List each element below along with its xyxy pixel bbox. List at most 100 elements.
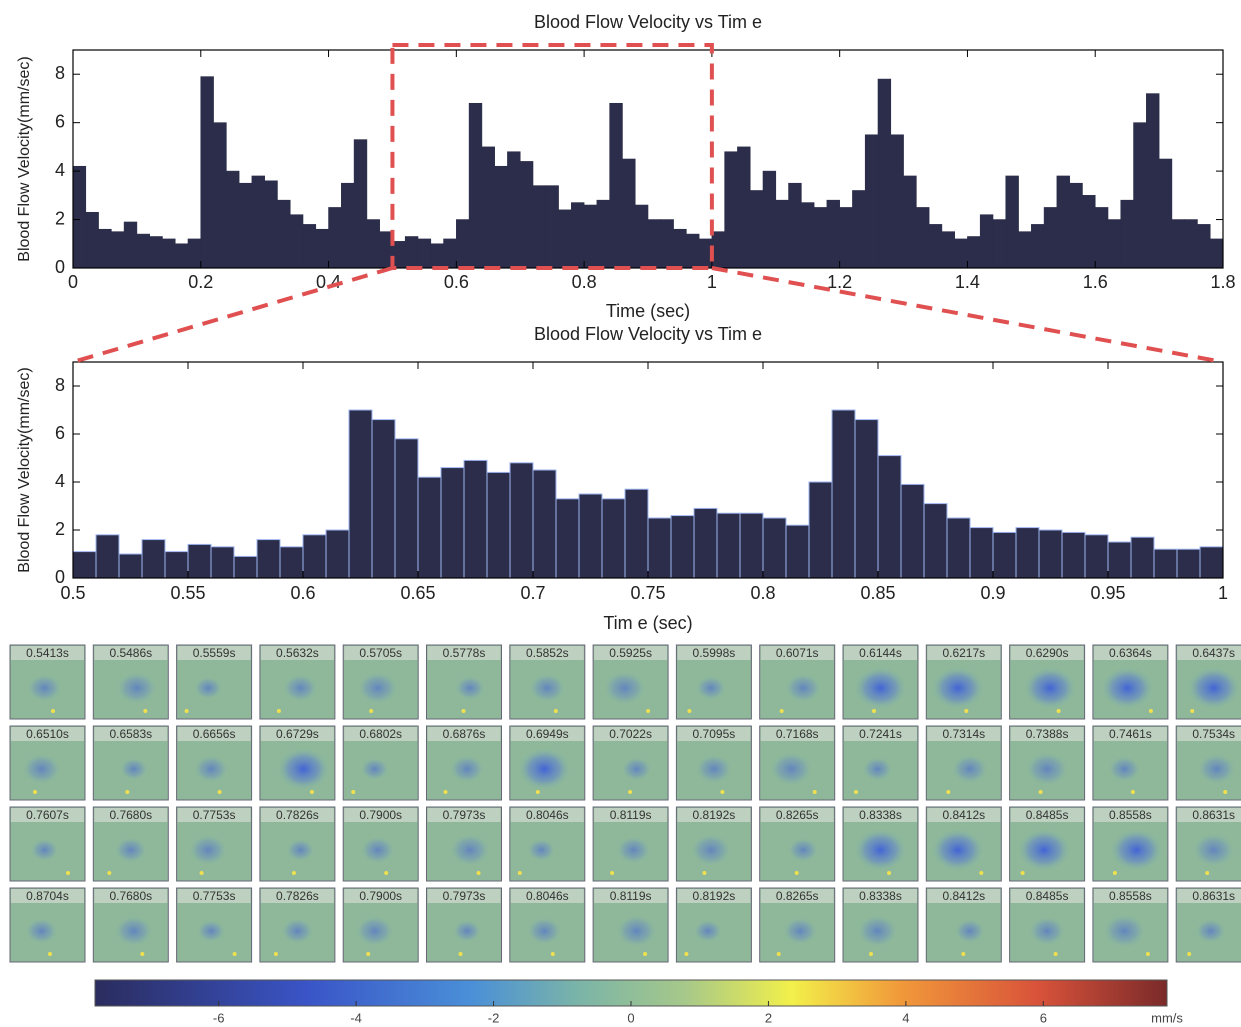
frame-speck xyxy=(518,871,522,875)
frame-tile: 0.5632s xyxy=(260,645,335,719)
frame-blob xyxy=(1018,829,1070,871)
bar xyxy=(584,205,597,268)
bar xyxy=(832,410,855,578)
bar xyxy=(740,513,763,578)
frame-speck xyxy=(551,952,555,956)
frame-tile: 0.7388s xyxy=(1010,726,1085,800)
y-tick-label: 0 xyxy=(55,257,65,277)
frame-tile: 0.7826s xyxy=(260,888,335,962)
frame-speck xyxy=(536,790,540,794)
frame-tile: 0.7168s xyxy=(760,726,835,800)
bar xyxy=(303,535,326,578)
frame-label: 0.7900s xyxy=(359,889,402,903)
frame-blob xyxy=(1193,833,1235,867)
bar xyxy=(510,463,533,578)
bar xyxy=(625,489,648,578)
frame-label: 0.8192s xyxy=(693,808,736,822)
frame-tile: 0.8046s xyxy=(510,888,585,962)
frame-blob xyxy=(453,920,481,942)
frame-tile: 0.8558s xyxy=(1093,807,1168,881)
frame-label: 0.6437s xyxy=(1192,646,1235,660)
bar xyxy=(73,552,96,578)
frame-tile: 0.7607s xyxy=(10,807,85,881)
colorbar-tick-label: 4 xyxy=(902,1010,909,1025)
bar xyxy=(1019,232,1032,268)
frame-blob xyxy=(696,755,732,784)
frame-tile: 0.7973s xyxy=(427,888,502,962)
bar xyxy=(904,176,917,268)
frame-blob xyxy=(31,839,59,861)
bar xyxy=(763,171,776,268)
frame-blob xyxy=(788,838,818,862)
bar xyxy=(967,237,980,268)
bar xyxy=(571,203,584,268)
frame-blob xyxy=(283,674,317,701)
bar xyxy=(891,135,904,268)
frame-blob xyxy=(527,917,561,944)
bar xyxy=(226,171,239,268)
frame-label: 0.7753s xyxy=(193,808,236,822)
frame-speck xyxy=(964,709,968,713)
frame-label: 0.5852s xyxy=(526,646,569,660)
frame-blob xyxy=(450,755,484,782)
bar xyxy=(165,552,188,578)
frame-tile: 0.8631s xyxy=(1176,888,1241,962)
bar xyxy=(993,532,1016,578)
bar xyxy=(444,239,457,268)
frame-speck xyxy=(687,709,691,713)
x-tick-label: 0.85 xyxy=(860,583,895,603)
x-tick-label: 0 xyxy=(68,272,78,292)
frame-blob xyxy=(361,836,395,863)
bar xyxy=(970,528,993,578)
frame-label: 0.8558s xyxy=(1109,808,1152,822)
bar xyxy=(648,518,671,578)
frame-tile: 0.8704s xyxy=(10,888,85,962)
frame-label: 0.5413s xyxy=(26,646,69,660)
frame-blob xyxy=(622,757,652,781)
bar xyxy=(1131,537,1154,578)
frame-blob xyxy=(117,672,157,704)
frame-tile: 0.8119s xyxy=(593,807,668,881)
bar xyxy=(96,535,119,578)
bar xyxy=(648,220,661,268)
bar xyxy=(1154,549,1177,578)
bar xyxy=(686,234,699,268)
frame-label: 0.7607s xyxy=(26,808,69,822)
bar xyxy=(1070,183,1083,268)
frame-blob xyxy=(617,836,651,863)
bar xyxy=(1146,94,1159,268)
y-tick-label: 4 xyxy=(55,471,65,491)
y-tick-label: 4 xyxy=(55,160,65,180)
bar xyxy=(993,220,1006,268)
frame-blob xyxy=(197,920,225,942)
frame-label: 0.5705s xyxy=(359,646,402,660)
bar xyxy=(786,525,809,578)
frame-speck xyxy=(1057,709,1061,713)
frame-blob xyxy=(783,917,817,944)
frame-label: 0.6144s xyxy=(859,646,902,660)
frame-tile: 0.8485s xyxy=(1010,807,1085,881)
frame-label: 0.7753s xyxy=(193,889,236,903)
frame-tile: 0.6949s xyxy=(510,726,585,800)
bar xyxy=(916,207,929,268)
frame-tile: 0.7022s xyxy=(593,726,668,800)
bar xyxy=(520,161,533,268)
bar xyxy=(456,220,469,268)
figure: 0246800.20.40.60.811.21.41.61.8Blood Flo… xyxy=(0,0,1241,1027)
bar xyxy=(418,239,431,268)
frame-speck xyxy=(140,952,144,956)
bar xyxy=(441,468,464,578)
frame-tile: 0.6876s xyxy=(427,726,502,800)
frame-speck xyxy=(444,790,448,794)
bar xyxy=(418,477,441,578)
bar xyxy=(929,224,942,268)
frame-label: 0.6656s xyxy=(193,727,236,741)
frame-tile: 0.7973s xyxy=(427,807,502,881)
frame-blob xyxy=(1188,667,1240,709)
frame-speck xyxy=(720,790,724,794)
bar xyxy=(610,103,623,268)
frame-speck xyxy=(780,709,784,713)
bar xyxy=(349,410,372,578)
frame-label: 0.6364s xyxy=(1109,646,1152,660)
bar xyxy=(280,547,303,578)
